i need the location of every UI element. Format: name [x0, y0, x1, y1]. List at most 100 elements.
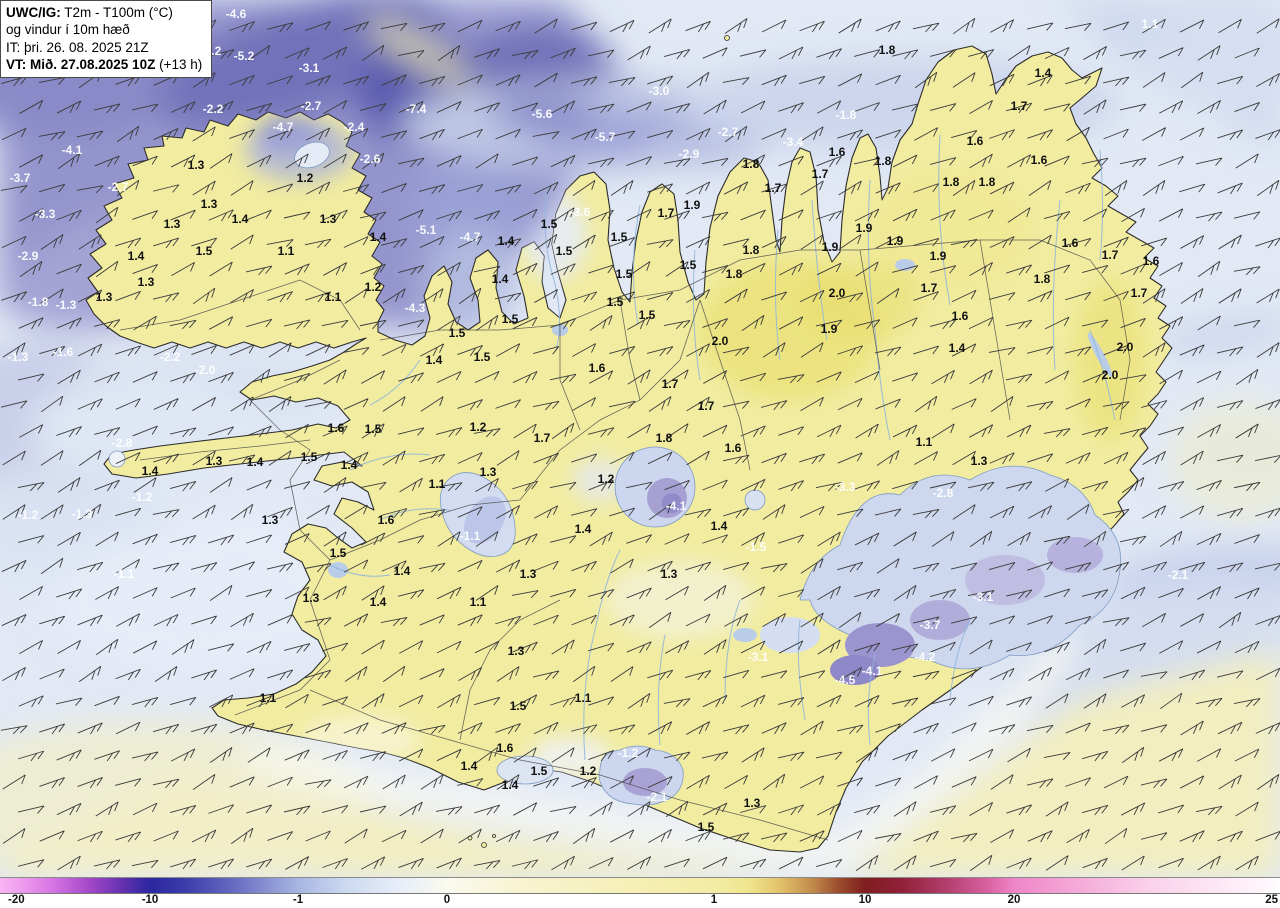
- wind-barb-icon: [209, 584, 233, 602]
- wind-barb-icon: [664, 858, 691, 868]
- wind-barb-icon: [702, 47, 728, 59]
- wind-barb-icon: [1083, 530, 1107, 548]
- temperature-value-label: 1.7: [921, 281, 938, 295]
- temperature-value-label: 1.5: [301, 450, 318, 464]
- wind-barb-icon: [153, 453, 180, 465]
- wind-barb-icon: [626, 641, 652, 654]
- wind-barb-icon: [931, 369, 955, 385]
- wind-barb-icon: [1197, 586, 1222, 600]
- temperature-value-label: -2.1: [647, 790, 668, 804]
- wind-barb-icon: [457, 559, 483, 573]
- wind-barb-icon: [855, 261, 879, 277]
- wind-barb-icon: [627, 747, 651, 763]
- temperature-value-label: 1.5: [616, 267, 633, 281]
- wind-barb-icon: [665, 423, 689, 439]
- wind-barb-icon: [701, 157, 729, 166]
- wind-barb-icon: [1065, 616, 1092, 625]
- wind-barb-icon: [267, 128, 293, 141]
- wind-barb-icon: [436, 640, 462, 654]
- wind-barb-icon: [398, 101, 424, 114]
- wind-barb-icon: [495, 20, 521, 33]
- wind-barb-icon: [626, 534, 652, 544]
- wind-barb-icon: [760, 400, 788, 411]
- temperature-value-label: -7.4: [406, 102, 427, 116]
- wind-barb-icon: [892, 154, 918, 168]
- temperature-value-label: 1.3: [661, 567, 678, 581]
- wind-barb-icon: [1119, 374, 1147, 383]
- wind-barb-icon: [322, 425, 348, 437]
- temperature-value-label: -5.2: [234, 49, 255, 63]
- wind-barb-icon: [457, 399, 483, 411]
- wind-barb-icon: [495, 399, 521, 409]
- wind-barb-icon: [230, 180, 254, 196]
- wind-barb-icon: [588, 588, 615, 600]
- wind-barb-icon: [495, 128, 521, 140]
- wind-barb-icon: [665, 369, 689, 385]
- wind-barb-icon: [627, 801, 651, 817]
- wind-barb-icon: [228, 454, 256, 465]
- wind-barb-icon: [420, 288, 444, 304]
- wind-barb-icon: [951, 289, 977, 303]
- wind-barb-icon: [1233, 211, 1261, 220]
- wind-barb-icon: [875, 777, 902, 787]
- wind-barb-icon: [761, 452, 787, 465]
- wind-barb-icon: [473, 265, 501, 274]
- wind-barb-icon: [533, 181, 559, 195]
- wind-barb-icon: [40, 504, 64, 520]
- wind-barb-icon: [1234, 47, 1260, 59]
- wind-barb-icon: [702, 264, 729, 274]
- wind-barb-icon: [1083, 208, 1108, 222]
- wind-barb-icon: [533, 721, 559, 735]
- wind-barb-icon: [359, 211, 387, 222]
- wind-barb-icon: [496, 343, 521, 357]
- wind-barb-icon: [475, 746, 499, 764]
- wind-barb-icon: [1121, 476, 1145, 494]
- wind-barb-icon: [665, 640, 690, 654]
- wind-barb-icon: [1121, 855, 1145, 871]
- temperature-value-label: -1.2: [132, 490, 153, 504]
- wind-barb-icon: [397, 49, 425, 59]
- wind-barb-icon: [930, 641, 956, 653]
- wind-barb-icon: [1121, 694, 1146, 708]
- wind-barb-icon: [800, 180, 824, 196]
- wind-barb-icon: [343, 613, 369, 627]
- wind-barb-icon: [457, 235, 483, 249]
- wind-barb-icon: [268, 450, 292, 466]
- wind-barb-icon: [701, 211, 729, 222]
- wind-barb-icon: [496, 666, 520, 682]
- wind-barb-icon: [951, 668, 977, 680]
- wind-barb-icon: [93, 319, 121, 330]
- wind-barb-icon: [170, 805, 197, 816]
- wind-barb-icon: [549, 535, 577, 544]
- wind-barb-icon: [208, 209, 234, 222]
- wind-barb-icon: [912, 670, 940, 681]
- wind-barb-icon: [170, 697, 197, 706]
- wind-barb-icon: [322, 642, 349, 652]
- wind-barb-icon: [929, 481, 957, 490]
- wind-barb-icon: [343, 21, 370, 33]
- wind-barb-icon: [838, 667, 863, 681]
- wind-barb-icon: [1121, 746, 1145, 764]
- wind-barb-icon: [1026, 22, 1054, 31]
- wind-barb-icon: [1142, 72, 1166, 88]
- wind-barb-icon: [723, 507, 750, 519]
- wind-barb-icon: [170, 587, 196, 599]
- wind-barb-icon: [627, 423, 651, 439]
- wind-barb-icon: [740, 478, 766, 492]
- wind-barb-icon: [170, 748, 196, 762]
- wind-barb-icon: [38, 77, 66, 86]
- wind-barb-icon: [457, 128, 483, 140]
- wind-barb-icon: [625, 481, 653, 490]
- wind-barb-icon: [1179, 775, 1205, 789]
- temperature-value-label: 1.5: [474, 350, 491, 364]
- temperature-value-label: 1.4: [142, 464, 159, 478]
- wind-barb-icon: [570, 508, 598, 517]
- temperature-value-label: 1.5: [365, 422, 382, 436]
- colorbar-tick: -10: [141, 894, 159, 906]
- wind-barb-icon: [572, 397, 597, 411]
- wind-barb-icon: [114, 778, 142, 787]
- wind-barb-icon: [458, 287, 482, 305]
- temperature-value-label: -2.9: [18, 249, 39, 263]
- wind-barb-icon: [627, 369, 651, 385]
